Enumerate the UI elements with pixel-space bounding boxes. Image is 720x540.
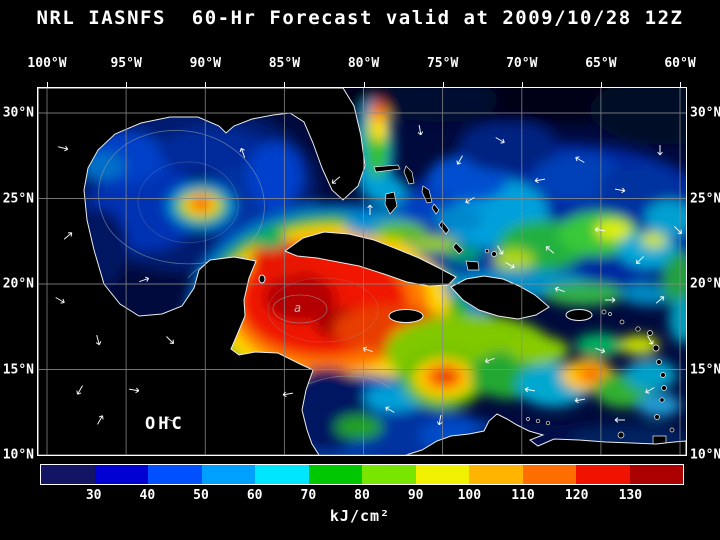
colorbar-segment xyxy=(415,465,469,484)
lat-tick-label: 15°N xyxy=(2,362,34,377)
colorbar-tick-label: 30 xyxy=(85,488,102,503)
land-hispaniola xyxy=(450,275,550,320)
colorbar-tick-label: 90 xyxy=(407,488,424,503)
colorbar-tick-label: 110 xyxy=(511,488,535,503)
colorbar-tick-label: 80 xyxy=(354,488,370,503)
colorbar-segment xyxy=(201,465,255,484)
lon-tick-label: 80°W xyxy=(347,56,380,71)
colorbar-segment xyxy=(469,465,523,484)
lon-tick-label: 90°W xyxy=(189,56,221,71)
lat-tick-label: 20°N xyxy=(2,276,34,292)
colorbar-unit-label: kJ/cm² xyxy=(329,507,391,525)
colorbar-tick-label: 70 xyxy=(300,488,317,503)
page-title: NRL IASNFS 60-Hr Forecast valid at 2009/… xyxy=(36,7,684,29)
lon-tick-label: 85°W xyxy=(268,56,301,71)
lat-tick-label: 20°N xyxy=(690,276,720,292)
colorbar-tick-label: 130 xyxy=(618,488,643,503)
lat-tick-label: 15°N xyxy=(690,362,720,377)
land-south-america xyxy=(405,413,686,455)
land-cuba xyxy=(283,231,457,287)
colorbar-tick-label: 50 xyxy=(193,488,209,503)
lat-tick-label: 25°N xyxy=(2,191,34,206)
lat-tick-label: 25°N xyxy=(690,191,720,206)
land-puerto-rico xyxy=(565,309,593,321)
land-jamaica xyxy=(388,309,424,323)
colorbar-tick-label: 60 xyxy=(246,488,263,503)
lon-tick-label: 70°W xyxy=(506,56,538,71)
graticule-grid xyxy=(38,88,686,455)
lon-tick-label: 100°W xyxy=(27,56,67,71)
bathymetry-contours xyxy=(98,130,391,389)
contour-annotation: a xyxy=(294,301,302,315)
lat-tick-label: 30°N xyxy=(2,105,34,121)
land-cozumel xyxy=(258,274,266,284)
colorbar-tick-label: 40 xyxy=(139,488,156,503)
colorbar-segments xyxy=(40,464,684,485)
ohc-label: OHC xyxy=(145,414,185,434)
colorbar-segment xyxy=(148,465,202,484)
colorbar-segment xyxy=(522,465,576,484)
land-masses xyxy=(38,88,686,455)
lon-tick-label: 65°W xyxy=(585,56,617,71)
lon-tick-label: 75°W xyxy=(426,56,459,71)
colorbar-segment xyxy=(255,465,309,484)
ohc-map-canvas xyxy=(38,88,686,455)
colorbar-segment xyxy=(41,465,95,484)
colorbar-segment xyxy=(362,465,416,484)
colorbar-segment xyxy=(308,465,362,484)
current-vector-arrows xyxy=(55,124,683,426)
lat-tick-label: 30°N xyxy=(690,105,720,121)
lon-tick-label: 60°W xyxy=(664,56,696,71)
lat-tick-label: 10°N xyxy=(690,447,720,463)
land-bahamas xyxy=(373,164,497,271)
lon-tick-label: 95°W xyxy=(110,56,142,71)
lat-tick-label: 10°N xyxy=(2,447,34,463)
colorbar-tick-label: 120 xyxy=(564,488,589,503)
colorbar-tick-labels: 30 40 50 60 70 80 90 100 110 120 130 xyxy=(40,488,684,504)
colorbar-segment xyxy=(94,465,148,484)
colorbar-segment xyxy=(576,465,630,484)
colorbar-segment xyxy=(629,465,683,484)
map-frame: OHC a xyxy=(37,87,687,456)
colorbar-tick-label: 100 xyxy=(457,488,482,503)
